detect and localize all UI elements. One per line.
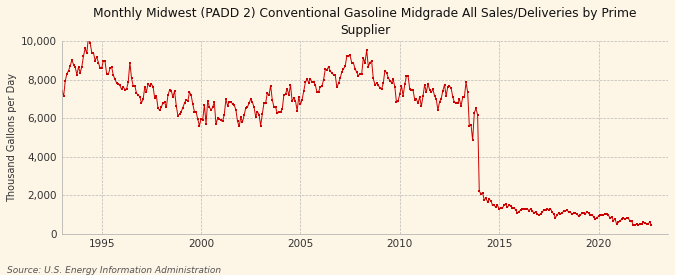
Y-axis label: Thousand Gallons per Day: Thousand Gallons per Day [7,73,17,202]
Title: Monthly Midwest (PADD 2) Conventional Gasoline Midgrade All Sales/Deliveries by : Monthly Midwest (PADD 2) Conventional Ga… [93,7,637,37]
Text: Source: U.S. Energy Information Administration: Source: U.S. Energy Information Administ… [7,266,221,275]
